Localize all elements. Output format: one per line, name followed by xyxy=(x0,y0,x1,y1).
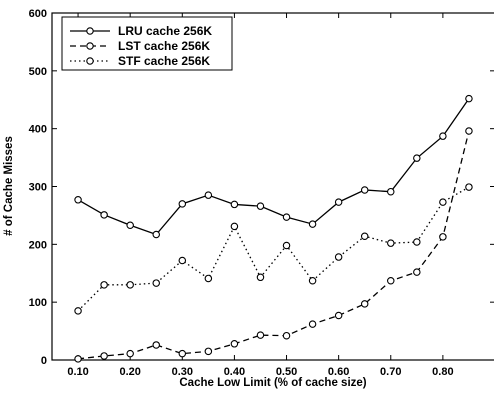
data-point xyxy=(256,273,265,282)
legend-marker xyxy=(86,27,94,35)
data-point xyxy=(126,349,134,358)
y-axis-label: # of Cache Misses xyxy=(3,136,15,236)
data-point xyxy=(152,230,160,239)
x-tick-label: 0.50 xyxy=(276,366,297,378)
x-tick-label: 0.30 xyxy=(172,366,193,378)
data-point xyxy=(126,221,134,229)
data-point xyxy=(439,132,447,140)
data-point xyxy=(334,253,343,261)
legend-marker xyxy=(86,42,94,50)
data-point xyxy=(413,268,421,276)
data-point xyxy=(308,277,317,285)
data-point xyxy=(256,331,265,339)
data-point xyxy=(387,187,395,196)
series-lst xyxy=(74,127,473,363)
data-point xyxy=(204,191,213,199)
legend-label: STF cache 256K xyxy=(118,54,210,68)
data-point xyxy=(178,200,187,208)
x-tick-label: 0.70 xyxy=(380,366,401,378)
data-point xyxy=(334,198,343,206)
data-point xyxy=(282,331,291,340)
data-point xyxy=(439,233,447,241)
data-point xyxy=(100,211,108,219)
data-point xyxy=(74,196,82,204)
data-point xyxy=(100,352,108,360)
data-point xyxy=(204,347,213,356)
data-point xyxy=(74,355,82,363)
data-point xyxy=(230,340,239,348)
y-tick-label: 400 xyxy=(29,124,47,136)
x-tick-label: 0.40 xyxy=(224,366,245,378)
data-point xyxy=(465,94,473,103)
data-point xyxy=(308,320,317,328)
x-tick-label: 0.60 xyxy=(328,366,349,378)
data-point xyxy=(126,281,134,289)
data-point xyxy=(230,200,239,209)
y-tick-label: 600 xyxy=(29,8,47,20)
data-point xyxy=(74,307,82,315)
data-point xyxy=(204,274,213,283)
legend-label: LRU cache 256K xyxy=(118,24,212,38)
data-point xyxy=(360,232,369,240)
y-tick-label: 100 xyxy=(29,297,47,309)
data-point xyxy=(387,277,395,285)
series-line xyxy=(77,130,470,360)
series-line xyxy=(77,186,470,312)
series-stf xyxy=(74,183,473,315)
data-point xyxy=(387,239,395,247)
data-point xyxy=(334,311,343,320)
data-point xyxy=(178,256,187,265)
data-point xyxy=(256,202,265,210)
y-tick-label: 300 xyxy=(29,182,47,194)
data-point xyxy=(413,154,421,162)
y-tick-label: 200 xyxy=(29,239,47,251)
y-tick-label: 0 xyxy=(41,355,47,367)
data-point xyxy=(152,279,160,287)
data-point xyxy=(439,198,447,206)
data-point xyxy=(152,341,160,349)
series-line xyxy=(77,98,470,236)
data-point xyxy=(178,349,187,358)
x-tick-label: 0.80 xyxy=(432,366,453,378)
data-point xyxy=(465,127,473,135)
legend-label: LST cache 256K xyxy=(118,39,210,53)
y-tick-label: 500 xyxy=(29,66,47,78)
x-tick-label: 0.20 xyxy=(119,366,140,378)
data-point xyxy=(413,238,421,246)
data-point xyxy=(230,222,239,231)
ticks: 0.10 0.20 0.30 0.40 0.50 0.60 0.70 0.80 0 100 200 3… xyxy=(29,8,494,378)
data-point xyxy=(308,220,317,228)
data-point xyxy=(282,213,291,221)
x-axis-label: Cache Low Limit (% of cache size) xyxy=(179,377,366,389)
data-point xyxy=(282,241,291,250)
x-tick-label: 0.10 xyxy=(67,366,88,378)
data-point xyxy=(100,281,108,289)
data-point xyxy=(465,183,473,191)
data-point xyxy=(360,186,369,194)
series xyxy=(74,94,473,363)
data-point xyxy=(360,300,369,308)
series-lru xyxy=(74,94,473,239)
legend-marker xyxy=(86,57,94,65)
